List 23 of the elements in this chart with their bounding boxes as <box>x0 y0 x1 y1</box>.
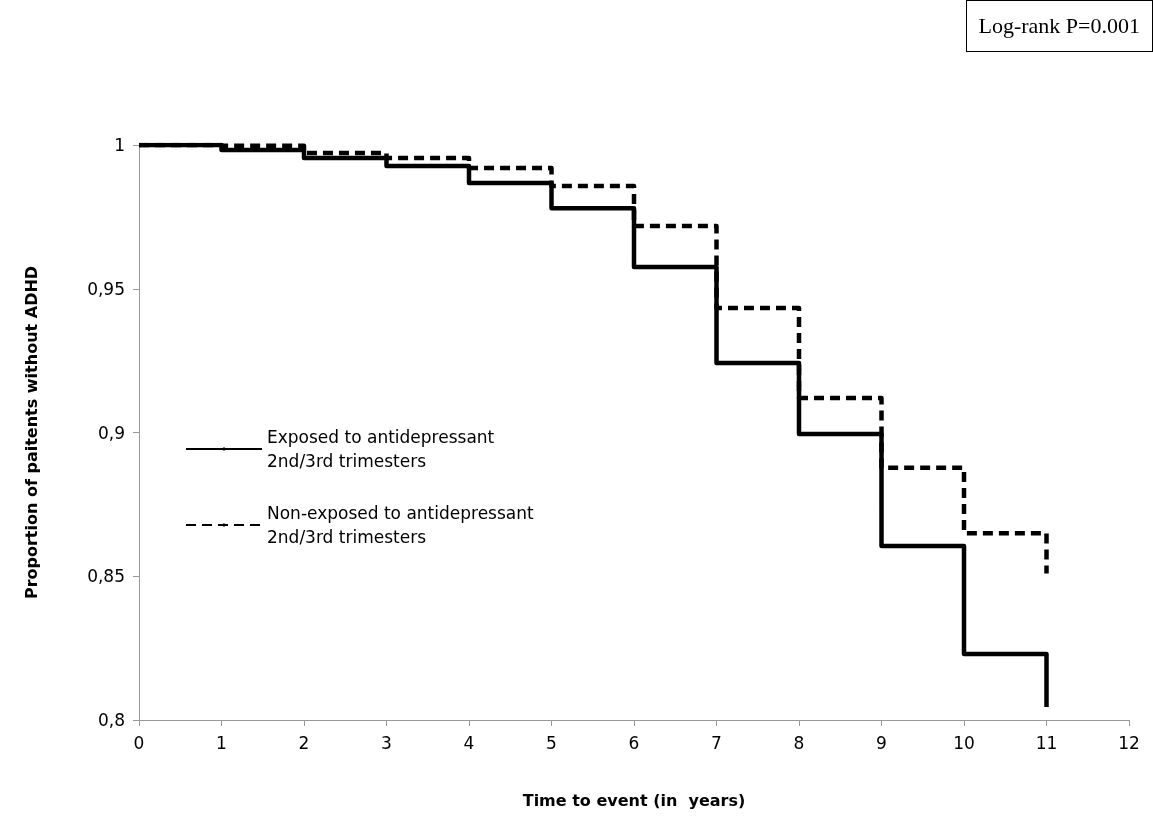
x-tick-label: 2 <box>298 732 310 753</box>
x-tick-label: 3 <box>381 732 392 753</box>
text: Log-rank P=0.001 <box>965 0 1153 52</box>
y-axis-title: Proportion of paitents without ADHD <box>21 265 41 600</box>
x-tick-label: 10 <box>953 732 975 753</box>
y-tick-label: 0,95 <box>87 278 125 299</box>
y-tick-label: 0,85 <box>87 566 125 587</box>
x-tick-label: 1 <box>216 732 227 753</box>
x-tick-label: 12 <box>1118 732 1140 753</box>
y-tick-label: 0,8 <box>97 710 125 730</box>
y-tick-label: 1 <box>114 135 125 155</box>
x-tick-label: 5 <box>546 732 557 753</box>
x-tick-label: 11 <box>1035 732 1058 753</box>
x-tick-label: 8 <box>793 732 805 753</box>
x-tick-label: 7 <box>711 732 722 753</box>
x-tick-label: 4 <box>463 732 475 753</box>
legend-label: Non-exposed to antidepressant 2nd/3rd trimesters <box>267 503 535 547</box>
legend-label: Exposed to antidepressant 2nd/3rd trimesters <box>267 427 495 471</box>
y-tick-label: 0,9 <box>97 422 125 443</box>
x-tick-label: 6 <box>628 732 640 753</box>
x-tick-label: 0 <box>133 732 145 753</box>
x-axis-title: Time to event (in years) <box>522 790 746 810</box>
x-tick-label: 9 <box>876 732 887 753</box>
